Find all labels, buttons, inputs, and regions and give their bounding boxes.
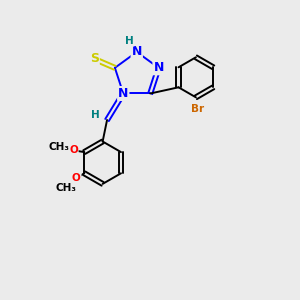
Text: N: N [153, 61, 164, 74]
Text: N: N [132, 45, 142, 58]
Text: S: S [90, 52, 99, 65]
Text: H: H [92, 110, 100, 120]
Text: CH₃: CH₃ [48, 142, 69, 152]
Text: CH₃: CH₃ [55, 183, 76, 193]
Text: H: H [125, 36, 134, 46]
Text: O: O [72, 173, 81, 183]
Text: N: N [118, 87, 128, 100]
Text: O: O [69, 145, 78, 155]
Text: Br: Br [191, 103, 204, 113]
